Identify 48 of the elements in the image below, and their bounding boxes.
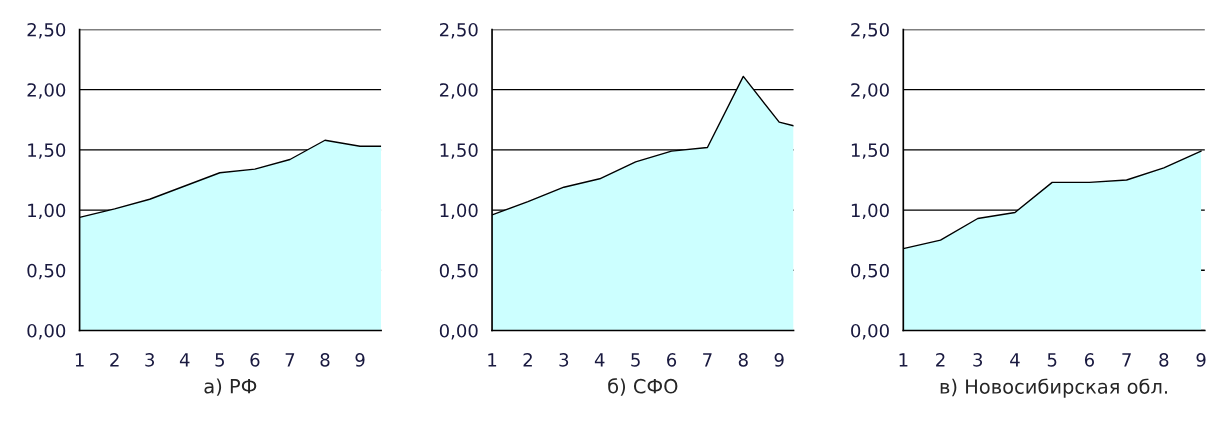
y-tick-label: 0,50 xyxy=(851,263,889,280)
y-tick-label: 2,00 xyxy=(27,83,66,99)
y-tick-label: 1,00 xyxy=(440,203,478,220)
y-tick-label: 2,50 xyxy=(439,22,478,39)
y-tick-label: 1,50 xyxy=(28,143,66,159)
x-tick-label: 6 xyxy=(667,353,677,367)
x-tick-label: 4 xyxy=(594,353,605,367)
y-tick-label: 1,00 xyxy=(28,203,66,220)
x-tick-label: 8 xyxy=(738,353,748,367)
y-tick-label: 0,50 xyxy=(27,263,66,280)
y-tick-label: 1,50 xyxy=(851,143,889,159)
x-tick-label: 8 xyxy=(320,353,330,367)
x-tick-label: 2 xyxy=(523,353,532,367)
x-tick-label: 3 xyxy=(559,353,569,367)
x-tick-label: 7 xyxy=(285,353,295,367)
x-tick-label: 7 xyxy=(703,353,712,367)
x-tick-label: 4 xyxy=(179,353,190,367)
x-tick-label: 5 xyxy=(631,353,640,367)
y-tick-label: 1,50 xyxy=(440,143,478,159)
y-tick-label: 0,00 xyxy=(27,323,66,340)
x-tick-label: 5 xyxy=(1047,353,1057,367)
x-axis-title: а) РФ xyxy=(204,378,257,396)
y-tick-label: 2,50 xyxy=(27,22,66,39)
x-tick-label: 2 xyxy=(936,353,945,367)
x-tick-label: 1 xyxy=(899,353,908,367)
y-tick-label: 2,00 xyxy=(439,83,478,99)
x-tick-label: 3 xyxy=(145,353,155,367)
y-tick-label: 2,00 xyxy=(851,83,889,99)
x-axis-title: в) Новосибирская обл. xyxy=(940,378,1168,398)
x-tick-label: 1 xyxy=(75,353,84,367)
x-axis-title: б) СФО xyxy=(608,378,678,396)
x-tick-label: 8 xyxy=(1159,353,1169,367)
x-tick-label: 9 xyxy=(355,353,365,367)
x-tick-label: 9 xyxy=(1196,353,1206,367)
y-tick-label: 0,00 xyxy=(439,323,478,340)
x-tick-label: 4 xyxy=(1010,353,1020,367)
x-tick-label: 3 xyxy=(973,353,983,367)
y-tick-label: 1,00 xyxy=(851,203,889,220)
y-tick-label: 2,50 xyxy=(851,22,889,39)
x-tick-label: 7 xyxy=(1122,353,1131,367)
x-tick-label: 9 xyxy=(774,353,784,367)
x-tick-label: 6 xyxy=(250,353,260,367)
x-tick-label: 5 xyxy=(215,353,224,367)
x-tick-label: 6 xyxy=(1084,353,1095,367)
x-tick-label: 1 xyxy=(488,353,497,367)
y-tick-label: 0,00 xyxy=(851,323,889,340)
x-tick-label: 2 xyxy=(110,353,119,367)
y-tick-label: 0,50 xyxy=(439,263,478,280)
